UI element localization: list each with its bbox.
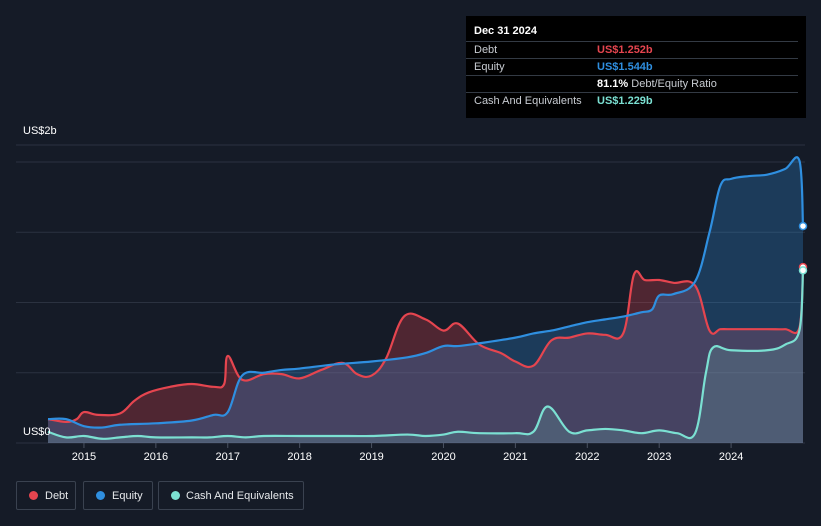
tooltip-row-debt: Debt US$1.252b bbox=[466, 41, 798, 59]
x-tick-label: 2018 bbox=[287, 451, 311, 463]
x-tick-label: 2023 bbox=[647, 451, 671, 463]
tooltip-row-equity: Equity US$1.544b bbox=[466, 58, 798, 76]
legend-cash-label: Cash And Equivalents bbox=[186, 490, 294, 502]
tooltip-cash-label: Cash And Equivalents bbox=[474, 95, 582, 107]
tooltip-row-ratio: 81.1% Debt/Equity Ratio bbox=[466, 75, 798, 93]
cash-line bbox=[47, 270, 805, 440]
cash-endpoint bbox=[798, 266, 808, 275]
y-axis-label-bottom: US$0 bbox=[23, 426, 51, 438]
ratio-caption: Debt/Equity Ratio bbox=[631, 78, 717, 90]
cash-area bbox=[48, 270, 803, 443]
equity-area bbox=[48, 157, 803, 443]
legend-item-debt[interactable]: Debt bbox=[16, 481, 76, 510]
y-axis-label-top: US$2b bbox=[23, 125, 57, 137]
chart-areas bbox=[48, 157, 803, 443]
x-tick-label: 2015 bbox=[72, 451, 96, 463]
equity-legend-dot bbox=[96, 491, 105, 500]
tooltip-ratio-value: 81.1% Debt/Equity Ratio bbox=[597, 78, 717, 90]
x-tick-label: 2020 bbox=[431, 451, 455, 463]
legend-item-equity[interactable]: Equity bbox=[83, 481, 153, 510]
chart-endpoints bbox=[798, 221, 808, 275]
equity-endpoint bbox=[798, 221, 808, 231]
chart-grid bbox=[16, 144, 805, 444]
tooltip-equity-value: US$1.544b bbox=[597, 61, 653, 73]
debt-line bbox=[47, 267, 805, 424]
tooltip-cash-value: US$1.229b bbox=[597, 95, 653, 107]
tooltip-panel: Dec 31 2024 Debt US$1.252b Equity US$1.5… bbox=[466, 16, 806, 118]
x-tick-label: 2019 bbox=[359, 451, 383, 463]
debt-legend-dot bbox=[29, 491, 38, 500]
tooltip-debt-value: US$1.252b bbox=[597, 44, 653, 56]
legend-debt-label: Debt bbox=[45, 490, 69, 502]
equity-line bbox=[47, 156, 805, 429]
x-axis: 2015 2016 2017 2018 2019 2020 2021 2022 2023 2024 bbox=[72, 443, 743, 463]
x-tick-label: 2021 bbox=[503, 451, 527, 463]
tooltip-equity-label: Equity bbox=[474, 61, 505, 73]
x-tick-label: 2022 bbox=[575, 451, 599, 463]
chart-lines bbox=[47, 156, 805, 440]
ratio-number: 81.1% bbox=[597, 78, 629, 90]
x-tick-label: 2017 bbox=[216, 451, 240, 463]
legend-equity-label: Equity bbox=[112, 490, 143, 502]
debt-area bbox=[48, 267, 803, 443]
x-tick-label: 2024 bbox=[719, 451, 743, 463]
tooltip-row-cash: Cash And Equivalents US$1.229b bbox=[466, 92, 798, 110]
x-tick-label: 2016 bbox=[144, 451, 168, 463]
legend-item-cash[interactable]: Cash And Equivalents bbox=[158, 481, 304, 510]
tooltip-date: Dec 31 2024 bbox=[474, 25, 537, 37]
cash-legend-dot bbox=[171, 491, 180, 500]
tooltip-debt-label: Debt bbox=[474, 44, 498, 56]
